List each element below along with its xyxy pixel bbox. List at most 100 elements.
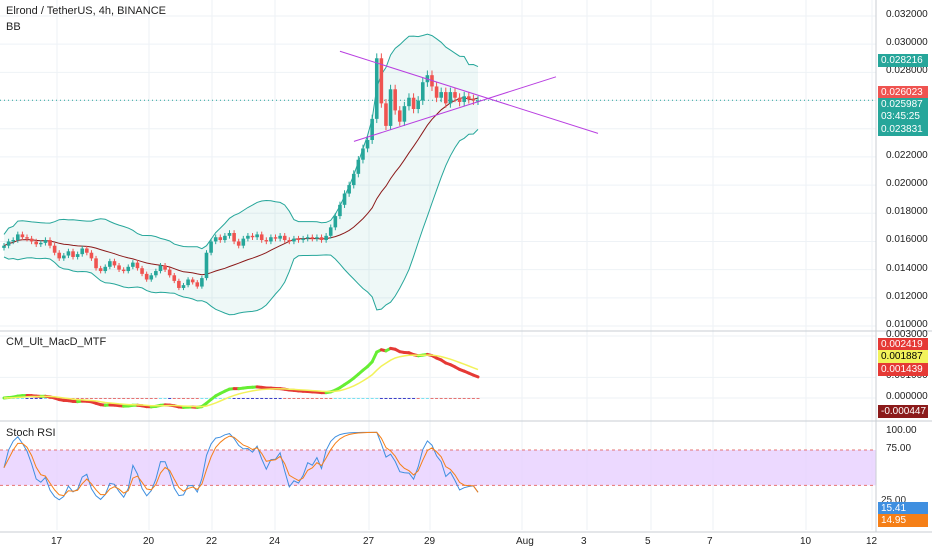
macd-histogram-bar (343, 397, 347, 399)
stochrsi-tick-label: 75.00 (886, 443, 912, 454)
macd-histogram-bar (140, 398, 144, 399)
candle-body (89, 252, 94, 259)
candle-body (16, 234, 20, 241)
candle-body (71, 251, 75, 257)
candle-body (255, 234, 259, 238)
candle-body (361, 148, 365, 160)
price-tick-label: 0.020000 (886, 178, 928, 190)
macd-line-seg (471, 373, 480, 379)
macd-histogram-bar (48, 398, 52, 399)
price-tick-label: 0.032000 (886, 9, 928, 20)
candle-body (181, 285, 186, 288)
macd-histogram-bar (398, 397, 402, 399)
macd-histogram-bar (425, 397, 429, 399)
stochrsi-value-label: 14.95 (878, 513, 928, 527)
price-value-label: 0.028216 (878, 53, 928, 67)
macd-histogram-bar (292, 398, 296, 399)
candle-body (292, 238, 296, 242)
macd-histogram-bar (158, 397, 162, 399)
macd-histogram-bar (416, 398, 420, 399)
price-tick-label: 0.018000 (886, 206, 928, 218)
candle-body (246, 235, 250, 239)
macd-histogram-bar (352, 397, 356, 399)
candle-body (213, 237, 218, 242)
macd-histogram-bar (384, 397, 388, 399)
candle-body (144, 273, 149, 280)
macd-histogram-bar (232, 397, 236, 399)
macd-histogram-bar (430, 398, 434, 399)
candle-body (379, 58, 384, 104)
candle-body (209, 241, 213, 253)
time-tick-label: 17 (51, 536, 63, 547)
candle-body (278, 235, 282, 239)
candle-body (80, 248, 85, 255)
price-tick-label: 0.014000 (886, 262, 928, 274)
candle-body (310, 237, 315, 239)
macd-histogram-bar (421, 397, 425, 399)
candle-body (62, 255, 66, 259)
time-tick-label: 7 (707, 536, 713, 547)
macd-histogram-bar (251, 397, 255, 399)
triangle-trendlines (339, 50, 599, 142)
candle-body (384, 103, 388, 126)
candle-body (29, 238, 34, 242)
macd-histogram-bar (34, 397, 38, 399)
macd-histogram-bar (103, 398, 107, 399)
macd-histogram-bar (177, 398, 181, 399)
candle-body (282, 235, 287, 241)
macd-histogram-bar (315, 398, 319, 399)
candle-body (140, 268, 144, 274)
macd-histogram-bar (333, 397, 337, 399)
candle-body (190, 279, 195, 283)
macd-histogram-bar (283, 398, 287, 399)
bollinger-bands (0, 33, 876, 316)
candle-body (2, 245, 6, 248)
stochrsi-value-label: 15.41 (878, 501, 928, 515)
macd-value-label: 0.001439 (878, 362, 928, 376)
indicator-bb-label[interactable]: BB (6, 21, 21, 33)
candle-body (236, 241, 241, 246)
macd-histogram-bar (255, 397, 259, 399)
candle-body (186, 279, 190, 286)
macd-histogram-bar (471, 398, 475, 399)
candle-body (121, 269, 126, 272)
macd-histogram-bar (237, 397, 241, 399)
macd-histogram-bar (462, 398, 466, 399)
macd-histogram-bar (324, 398, 328, 399)
candle-body (471, 99, 476, 101)
indicator-macd-label[interactable]: CM_Ult_MacD_MTF (6, 336, 107, 348)
candle-body (43, 240, 48, 243)
candle-body (305, 237, 310, 239)
candle-body (117, 265, 121, 270)
candle-body (420, 82, 425, 101)
time-tick-label: 5 (645, 536, 651, 547)
candle-body (402, 106, 407, 122)
candle-body (98, 268, 103, 272)
bb-basis (3, 96, 479, 276)
price-tick-label: 0.028000 (886, 65, 928, 77)
macd-histogram-bar (20, 397, 24, 399)
candle-body (407, 97, 411, 107)
macd-histogram-bar (227, 397, 231, 399)
macd-histogram-bar (186, 398, 190, 399)
macd-histogram-bar (476, 398, 480, 399)
candle-body (365, 140, 370, 149)
macd-histogram-bar (76, 398, 80, 399)
macd-histogram-bar (241, 397, 245, 399)
candle-body (411, 97, 416, 109)
macd-histogram-bar (30, 397, 34, 399)
macd-histogram-bar (338, 397, 342, 399)
macd-histogram-bar (269, 397, 273, 399)
stochrsi-k-line (3, 431, 479, 501)
time-tick-label: Aug (516, 536, 534, 547)
macd-histogram-bar (172, 398, 176, 399)
macd-histogram-bar (370, 397, 374, 399)
candle-body (462, 96, 466, 102)
indicator-stochrsi-label[interactable]: Stoch RSI (6, 427, 56, 439)
candle-body (135, 262, 140, 269)
macd-histogram-bar (306, 398, 310, 399)
symbol-title[interactable]: Elrond / TetherUS, 4h, BINANCE (6, 5, 166, 17)
candle-body (269, 237, 273, 242)
macd-histogram-bar (297, 398, 301, 399)
